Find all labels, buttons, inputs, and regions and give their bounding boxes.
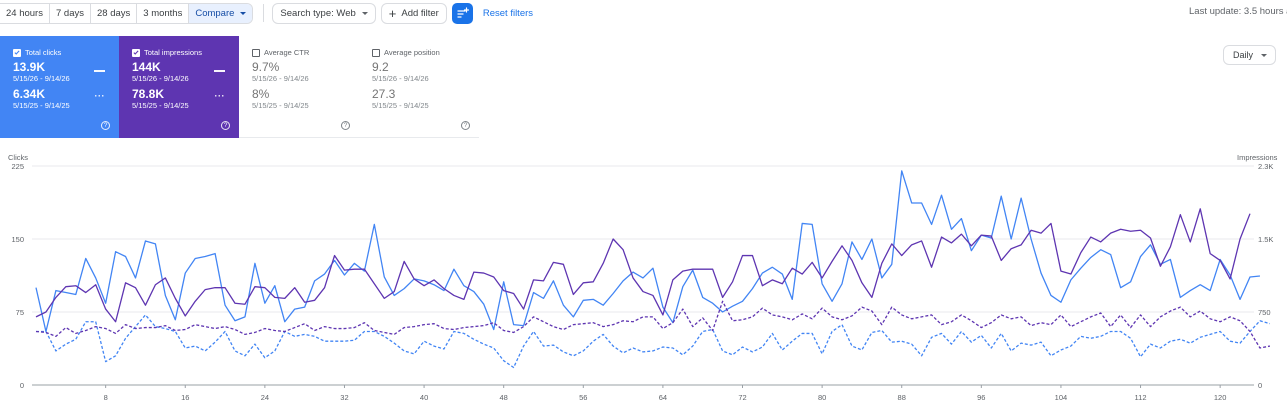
metric-date-range: 5/15/26 - 9/14/26 bbox=[13, 74, 70, 83]
range-7-days[interactable]: 7 days bbox=[49, 3, 91, 23]
metric-cards: Total clicks 13.9K 5/15/26 - 9/14/26 6.3… bbox=[0, 36, 479, 138]
compare-dropdown[interactable]: Compare bbox=[189, 3, 253, 23]
average-position-card[interactable]: Average position 9.2 5/15/26 - 9/14/26 2… bbox=[359, 36, 479, 138]
last-update-text: Last update: 3.5 hours ag bbox=[1189, 6, 1287, 17]
dashed-line-legend-icon: ··· bbox=[94, 91, 105, 101]
x-tick-label: 48 bbox=[500, 393, 508, 402]
right-axis-title: Impressions bbox=[1237, 153, 1278, 162]
x-tick-label: 72 bbox=[738, 393, 746, 402]
range-28-days[interactable]: 28 days bbox=[90, 3, 138, 23]
left-axis-title: Clicks bbox=[8, 153, 28, 162]
checkbox-unchecked-icon[interactable] bbox=[372, 48, 380, 57]
y2-tick-label: 750 bbox=[1258, 308, 1271, 317]
range-24-hours[interactable]: 24 hours bbox=[0, 3, 50, 23]
filter-settings-icon bbox=[457, 6, 469, 18]
series-line-compare-impressions bbox=[35, 300, 1271, 349]
x-tick-label: 120 bbox=[1214, 393, 1227, 402]
add-filter-button[interactable]: + Add filter bbox=[380, 2, 447, 24]
series-line-clicks bbox=[35, 170, 1261, 333]
x-tick-label: 104 bbox=[1055, 393, 1068, 402]
x-tick-label: 16 bbox=[181, 393, 189, 402]
range-3-months[interactable]: 3 months bbox=[137, 3, 190, 23]
metric-compare-date-range: 5/15/25 - 9/14/25 bbox=[13, 101, 70, 110]
metric-compare-date-range: 5/15/25 - 9/14/25 bbox=[132, 101, 189, 110]
metric-compare-value: 8% bbox=[252, 87, 270, 101]
dashed-line-legend-icon: ··· bbox=[214, 91, 225, 101]
filter-settings-button[interactable] bbox=[451, 2, 473, 24]
help-icon[interactable]: ? bbox=[221, 121, 230, 130]
x-tick-label: 96 bbox=[977, 393, 985, 402]
x-tick-label: 56 bbox=[579, 393, 587, 402]
metric-compare-value: 27.3 bbox=[372, 87, 396, 101]
metric-compare-value: 78.8K bbox=[132, 87, 165, 101]
metric-date-range: 5/15/26 - 9/14/26 bbox=[372, 74, 429, 83]
total-clicks-card[interactable]: Total clicks 13.9K 5/15/26 - 9/14/26 6.3… bbox=[0, 36, 119, 138]
average-ctr-card[interactable]: Average CTR 9.7% 5/15/26 - 9/14/26 8% 5/… bbox=[239, 36, 359, 138]
x-tick-label: 8 bbox=[104, 393, 108, 402]
toolbar: 24 hours 7 days 28 days 3 months Compare… bbox=[0, 0, 1287, 26]
x-tick-label: 80 bbox=[818, 393, 826, 402]
checkbox-checked-icon[interactable] bbox=[132, 48, 140, 57]
metric-value: 9.2 bbox=[372, 60, 389, 74]
x-tick-label: 112 bbox=[1135, 393, 1147, 402]
metric-date-range: 5/15/26 - 9/14/26 bbox=[132, 74, 189, 83]
metric-label: Total impressions bbox=[144, 48, 202, 57]
metric-value: 9.7% bbox=[252, 60, 280, 74]
series-line-compare-clicks bbox=[36, 314, 1271, 369]
help-icon[interactable]: ? bbox=[341, 121, 350, 130]
checkbox-checked-icon[interactable] bbox=[13, 48, 21, 57]
y-tick-label: 75 bbox=[16, 308, 24, 317]
checkbox-unchecked-icon[interactable] bbox=[252, 48, 260, 57]
x-tick-label: 64 bbox=[659, 393, 667, 402]
metric-label: Average CTR bbox=[264, 48, 310, 57]
chevron-down-icon bbox=[361, 11, 368, 15]
search-type-label: Search type: Web bbox=[280, 7, 356, 19]
search-type-dropdown[interactable]: Search type: Web bbox=[272, 2, 376, 24]
x-tick-label: 88 bbox=[898, 393, 906, 402]
metric-value: 144K bbox=[132, 60, 161, 74]
date-range-selector: 24 hours 7 days 28 days 3 months Compare bbox=[0, 2, 254, 24]
y2-tick-label: 1.5K bbox=[1258, 235, 1273, 244]
metric-label: Average position bbox=[384, 48, 440, 57]
chevron-down-icon bbox=[1261, 54, 1267, 57]
metric-compare-date-range: 5/15/25 - 9/14/25 bbox=[252, 101, 309, 110]
y-tick-label: 0 bbox=[20, 381, 24, 390]
toolbar-divider bbox=[263, 4, 265, 22]
metric-date-range: 5/15/26 - 9/14/26 bbox=[252, 74, 309, 83]
compare-label: Compare bbox=[195, 7, 235, 19]
total-impressions-card[interactable]: Total impressions 144K 5/15/26 - 9/14/26… bbox=[119, 36, 239, 138]
help-icon[interactable]: ? bbox=[461, 121, 470, 130]
metric-label: Total clicks bbox=[25, 48, 62, 57]
metric-compare-value: 6.34K bbox=[13, 87, 46, 101]
series-line-impressions bbox=[35, 208, 1251, 323]
y2-tick-label: 0 bbox=[1258, 381, 1262, 390]
solid-line-legend-icon bbox=[94, 70, 105, 72]
metric-value: 13.9K bbox=[13, 60, 46, 74]
performance-chart: 225 2.3K 150 1.5K 75 750 0 0 8 16 24 32 40 48 56 64 72 80… bbox=[11, 162, 1273, 402]
help-icon[interactable]: ? bbox=[101, 121, 110, 130]
reset-filters-link[interactable]: Reset filters bbox=[482, 7, 534, 19]
granularity-label: Daily bbox=[1233, 50, 1254, 60]
solid-line-legend-icon bbox=[214, 70, 225, 72]
x-tick-label: 32 bbox=[340, 393, 348, 402]
y-tick-label: 225 bbox=[11, 162, 24, 171]
x-tick-label: 40 bbox=[420, 393, 428, 402]
y-tick-label: 150 bbox=[11, 235, 24, 244]
y2-tick-label: 2.3K bbox=[1258, 162, 1273, 171]
x-tick-label: 24 bbox=[261, 393, 269, 402]
granularity-dropdown[interactable]: Daily bbox=[1223, 45, 1276, 65]
metric-compare-date-range: 5/15/25 - 9/14/25 bbox=[372, 101, 429, 110]
add-filter-label: Add filter bbox=[401, 7, 439, 19]
chevron-down-icon bbox=[240, 11, 247, 15]
plus-icon: + bbox=[388, 5, 397, 21]
